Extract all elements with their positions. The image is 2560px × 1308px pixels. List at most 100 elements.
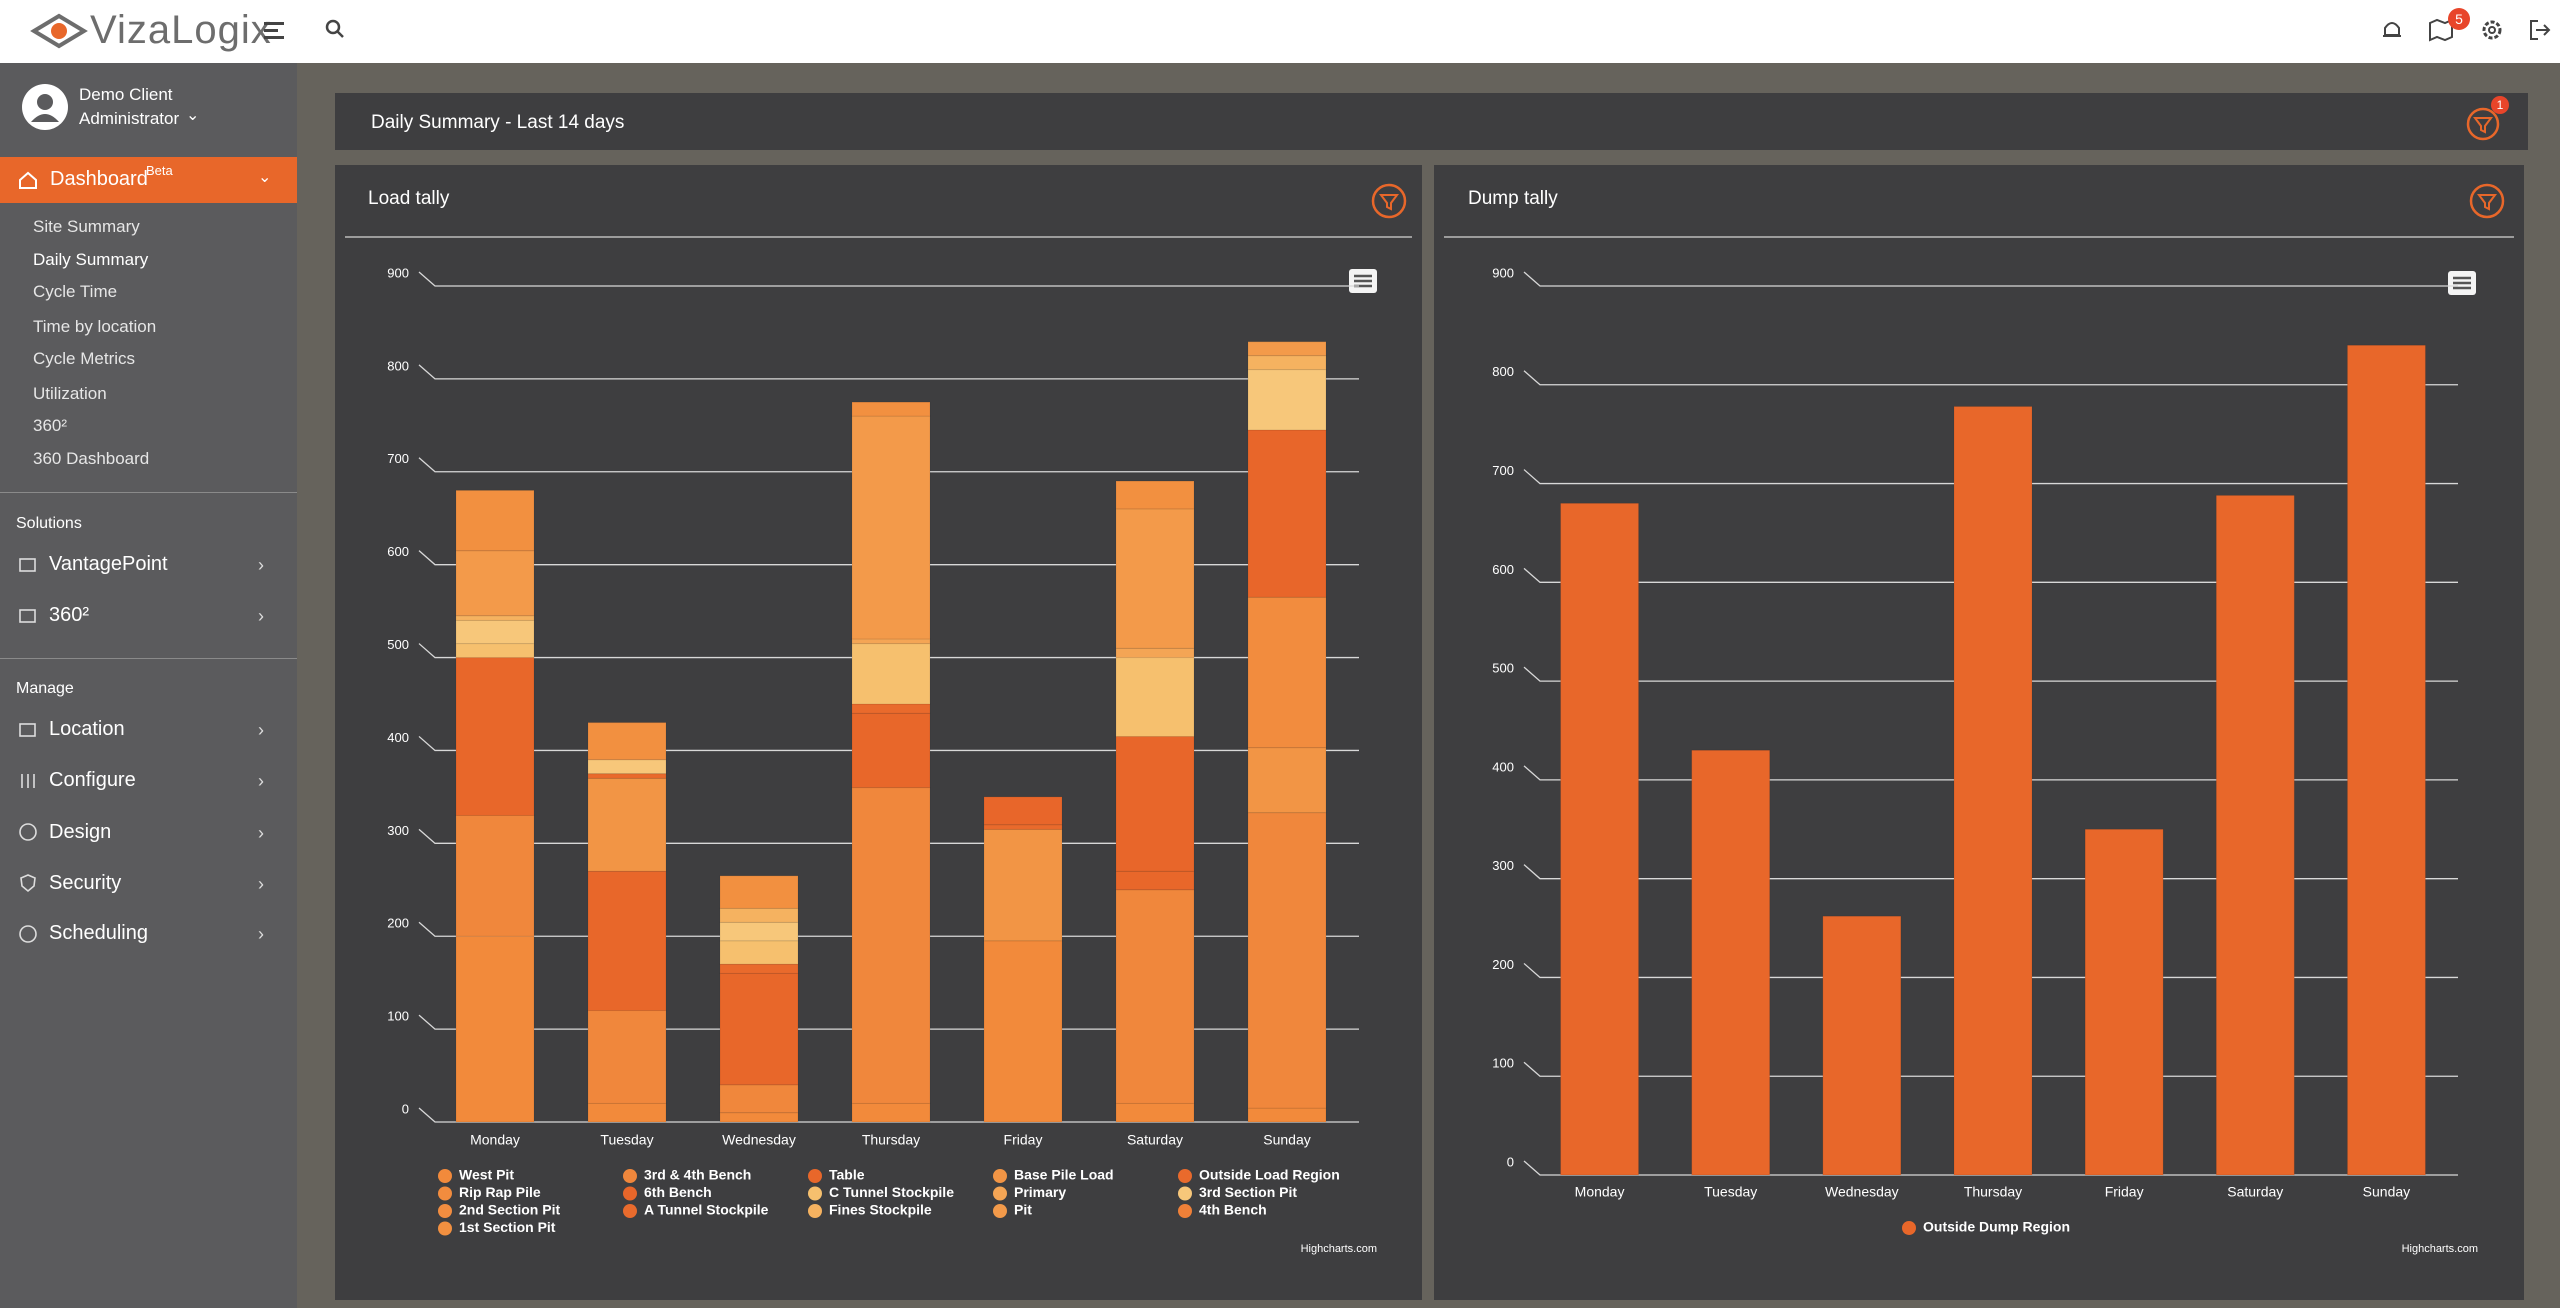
filter-button[interactable]	[1371, 183, 1407, 219]
nav-item[interactable]: Design	[49, 821, 112, 843]
y-tick-label: 800	[1492, 364, 1514, 379]
filter-button[interactable]	[2469, 183, 2505, 219]
bar-segment	[1247, 429, 1327, 598]
bar-segment	[455, 814, 535, 937]
legend-label: 4th Bench	[1199, 1202, 1267, 1218]
legend-marker	[993, 1186, 1007, 1201]
user-menu-caret[interactable]: ⌄	[186, 107, 200, 124]
settings-button[interactable]	[2480, 18, 2504, 42]
export-menu[interactable]	[2448, 271, 2476, 295]
notification-badge: 5	[2448, 8, 2470, 30]
bar-segment	[587, 759, 667, 775]
legend-label: Outside Load Region	[1199, 1167, 1340, 1183]
legend-marker	[993, 1169, 1007, 1183]
bar-segment	[2346, 344, 2426, 1176]
bar-segment	[1115, 657, 1195, 738]
x-tick-label: Monday	[470, 1132, 520, 1148]
y-tick-label: 100	[1492, 1056, 1514, 1071]
top-bar: VizaLogix 5	[0, 0, 2560, 63]
legend-marker	[1902, 1221, 1916, 1235]
nav-time-by-location[interactable]: Time by location	[33, 317, 157, 336]
logout-button[interactable]	[2528, 18, 2552, 42]
dashboard-nav[interactable]: Dashboard Beta ⌄	[0, 157, 297, 203]
bar-segment	[455, 643, 535, 659]
nav-utilization[interactable]: Utilization	[33, 384, 107, 403]
legend-label: Primary	[1014, 1184, 1066, 1200]
map-button[interactable]	[2428, 18, 2454, 42]
grid-line	[418, 735, 1359, 752]
search-button[interactable]	[324, 18, 346, 40]
x-tick-label: Friday	[2105, 1184, 2144, 1200]
legend-label: Fines Stockpile	[829, 1202, 932, 1218]
bar-segment	[1691, 749, 1771, 1176]
bar-segment	[587, 1102, 667, 1123]
grid-line	[1523, 765, 2458, 781]
nav-360[interactable]: 360²	[33, 416, 68, 435]
collapse-caret: ⌄	[258, 169, 272, 186]
nav-item[interactable]: Configure	[49, 769, 136, 791]
y-tick-label: 300	[387, 823, 409, 838]
nav-cycle-metrics[interactable]: Cycle Metrics	[33, 349, 136, 368]
y-tick-label: 700	[1492, 463, 1514, 478]
legend-label: 1st Section Pit	[459, 1219, 556, 1235]
y-tick-label: 500	[387, 637, 409, 652]
y-tick-label: 300	[1492, 858, 1514, 873]
bar-segment	[1247, 1107, 1327, 1123]
legend-marker	[808, 1169, 822, 1183]
legend-label: 6th Bench	[644, 1184, 712, 1200]
chevron: ›	[258, 720, 264, 740]
x-tick-label: Tuesday	[1704, 1184, 1757, 1200]
bar-segment	[455, 935, 535, 1123]
filter-button[interactable]	[2465, 103, 2505, 143]
bar-segment	[983, 796, 1063, 826]
legend-marker	[993, 1204, 1007, 1218]
nav-item[interactable]: Location	[49, 718, 125, 740]
legend-label: 3rd Section Pit	[1199, 1184, 1297, 1200]
bar-segment	[719, 940, 799, 965]
legend-marker	[808, 1204, 822, 1218]
bar-segment	[851, 712, 931, 789]
grid-line	[418, 271, 1359, 287]
nav-item[interactable]: Scheduling	[49, 922, 148, 944]
y-tick-label: 800	[387, 358, 409, 373]
nav-site-summary[interactable]: Site Summary	[33, 217, 140, 236]
bar-segment	[851, 415, 931, 640]
bar-segment	[587, 870, 667, 1012]
menu-toggle[interactable]	[264, 20, 288, 42]
bar-segment	[719, 875, 799, 909]
bar-segment	[719, 907, 799, 923]
user-role[interactable]: Administrator	[79, 109, 180, 128]
bar-segment	[1247, 341, 1327, 357]
bar-segment	[983, 824, 1063, 830]
x-tick-label: Saturday	[1127, 1132, 1183, 1148]
nav-item[interactable]: Security	[49, 872, 122, 894]
divider	[0, 492, 297, 493]
export-menu[interactable]	[1349, 269, 1377, 293]
nav-item[interactable]: 360²	[49, 604, 90, 626]
notifications-button[interactable]	[2380, 18, 2404, 42]
y-tick-label: 400	[1492, 759, 1514, 774]
chart-title: Load tally	[368, 188, 450, 209]
y-tick-label: 500	[1492, 661, 1514, 676]
nav-daily-summary[interactable]: Daily Summary	[33, 250, 149, 269]
bar-segment	[851, 638, 931, 645]
bar-segment	[2084, 828, 2164, 1176]
bar-segment	[719, 921, 799, 942]
bar-segment	[719, 1084, 799, 1114]
user-name: Demo Client	[79, 85, 173, 104]
nav-360-dashboard[interactable]: 360 Dashboard	[33, 449, 150, 468]
bar-segment	[1115, 647, 1195, 659]
nav-cycle-time[interactable]: Cycle Time	[33, 282, 118, 301]
legend-marker	[438, 1186, 452, 1201]
bar-segment	[1115, 508, 1195, 649]
y-tick-label: 0	[1507, 1154, 1514, 1169]
page-title-bar: Daily Summary - Last 14 days 1	[335, 93, 2528, 150]
y-tick-label: 100	[387, 1009, 409, 1024]
nav-item[interactable]: VantagePoint	[49, 553, 168, 575]
bar-segment	[587, 722, 667, 761]
grid-line	[1523, 271, 2458, 287]
bar-segment	[455, 619, 535, 645]
y-tick-label: 400	[387, 730, 409, 745]
legend-marker	[623, 1186, 637, 1201]
